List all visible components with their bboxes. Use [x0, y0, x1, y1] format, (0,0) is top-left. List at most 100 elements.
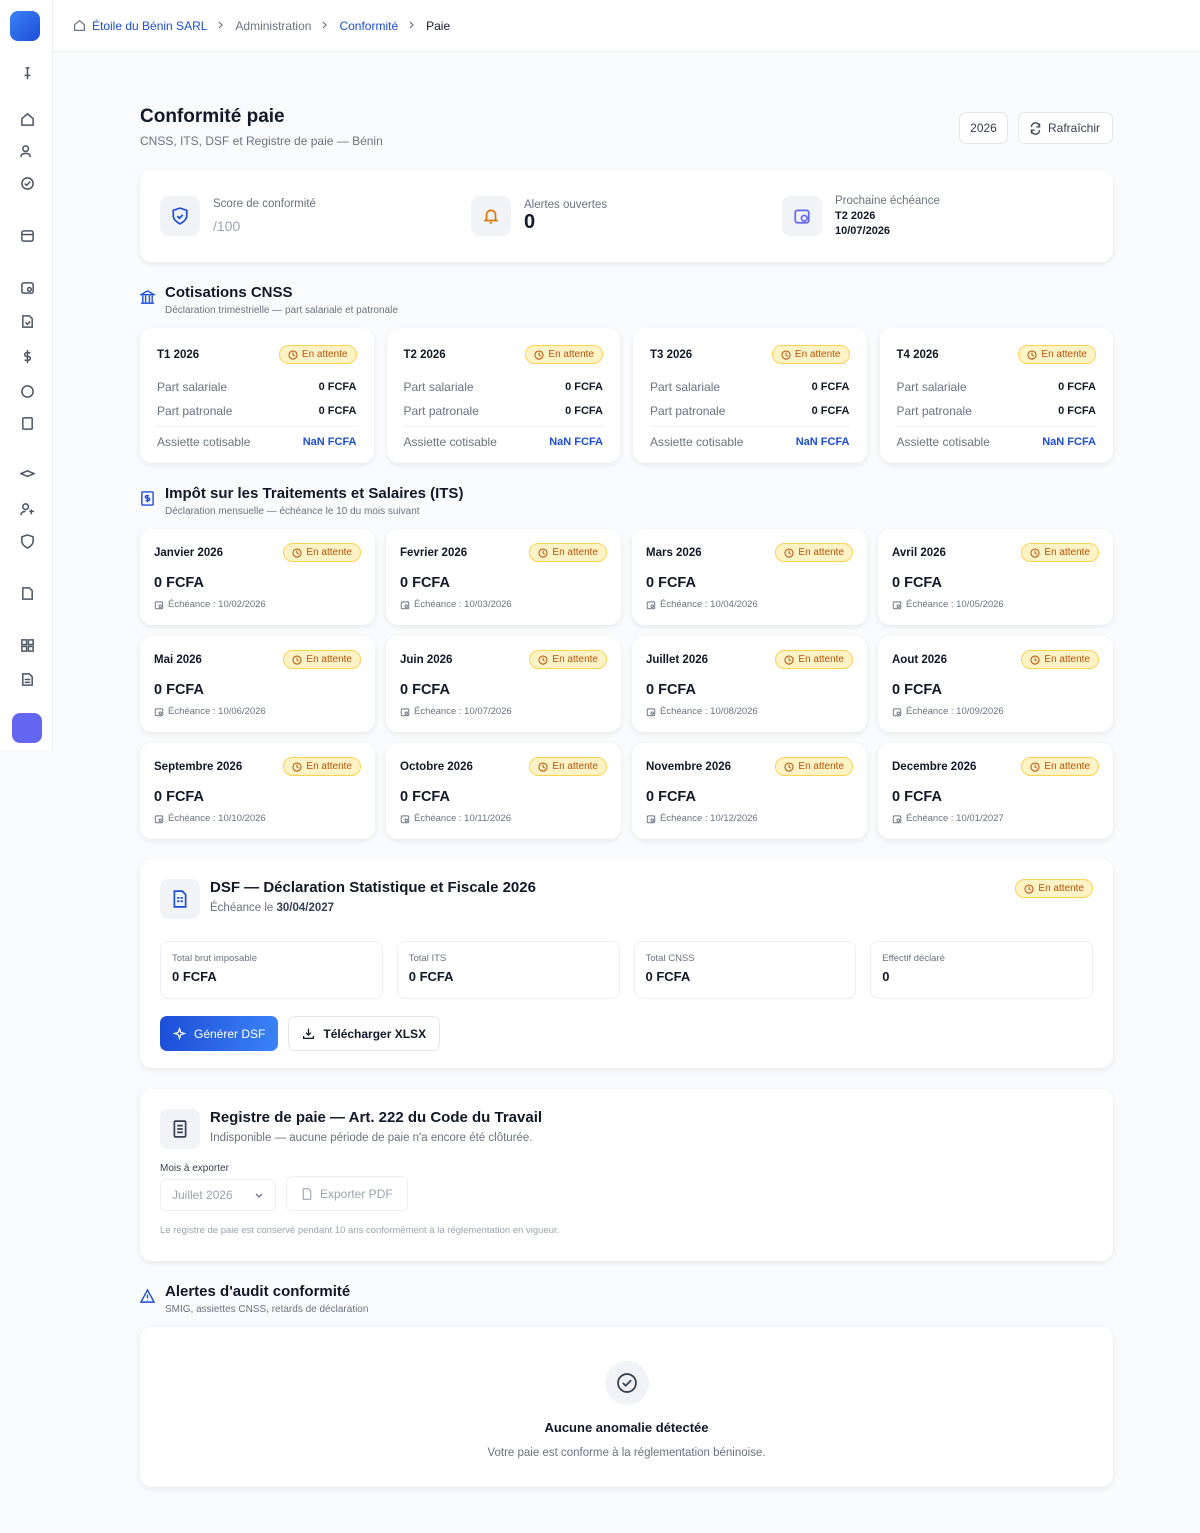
- shield-icon[interactable]: [20, 534, 35, 549]
- registre-note: Le registre de paie est conservé pendant…: [160, 1225, 560, 1236]
- breadcrumb-item[interactable]: Administration: [235, 18, 312, 33]
- stat-label: Effectif déclaré: [882, 953, 945, 964]
- calc-icon[interactable]: [20, 416, 35, 431]
- row-value: NaN FCFA: [549, 436, 603, 448]
- users-icon[interactable]: [20, 144, 35, 159]
- grid-icon[interactable]: [20, 638, 35, 653]
- cnss-row: Assiette cotisable NaN FCFA: [403, 426, 603, 449]
- breadcrumb-item[interactable]: Conformité: [339, 18, 399, 33]
- card-header: Avril 2026 En attente: [892, 543, 1099, 562]
- status-text: En attente: [552, 654, 598, 665]
- schedule-icon[interactable]: [20, 280, 35, 295]
- month: Juin 2026: [400, 653, 453, 666]
- export-pdf-button[interactable]: Exporter PDF: [286, 1176, 408, 1211]
- row-label: Part patronale: [403, 404, 479, 418]
- month-select[interactable]: Juillet 2026: [160, 1179, 276, 1211]
- month: Mars 2026: [646, 546, 702, 559]
- check-icon[interactable]: [20, 176, 35, 191]
- due-text: Échéance : 10/12/2026: [660, 813, 758, 824]
- crumb-separator: [408, 20, 416, 32]
- score-label: Score de conformité: [213, 198, 316, 210]
- status-badge: En attente: [278, 345, 357, 364]
- card-header: Juin 2026 En attente: [400, 650, 607, 669]
- status-text: En attente: [794, 349, 841, 360]
- amount: 0 FCFA: [892, 682, 942, 698]
- report-icon[interactable]: [20, 672, 35, 687]
- status-badge: En attente: [1021, 543, 1099, 562]
- status-text: En attente: [301, 349, 348, 360]
- status-text: En attente: [306, 654, 352, 665]
- status-badge: En attente: [775, 543, 853, 562]
- status-text: En attente: [798, 547, 844, 558]
- breadcrumb-item[interactable]: Étoile du Bénin SARL: [92, 18, 208, 33]
- status-text: En attente: [798, 761, 844, 772]
- status-badge: En attente: [775, 650, 853, 669]
- due-date: Échéance : 10/12/2026: [646, 813, 853, 824]
- row-value: 0 FCFA: [565, 405, 603, 417]
- card-header: Fevrier 2026 En attente: [400, 543, 607, 562]
- stat-value: 0 FCFA: [645, 969, 691, 984]
- due-date: Échéance : 10/06/2026: [154, 706, 361, 717]
- refresh-button[interactable]: Rafraîchir: [1018, 112, 1113, 144]
- alerts-value: 0: [524, 210, 536, 233]
- dollar-icon[interactable]: [20, 349, 35, 364]
- cnss-row: Part salariale 0 FCFA: [897, 380, 1097, 394]
- dsf-stat: Total ITS 0 FCFA: [396, 941, 620, 999]
- status-badge: En attente: [529, 543, 607, 562]
- cnss-row: Part patronale 0 FCFA: [404, 404, 604, 418]
- doc-check-icon[interactable]: [20, 314, 35, 329]
- grad-icon[interactable]: [20, 468, 35, 483]
- due-date: Échéance : 10/04/2026: [646, 599, 853, 610]
- card-header: T2 2026 En attente: [404, 345, 603, 364]
- coin-icon[interactable]: [20, 384, 35, 399]
- generate-dsf-button[interactable]: Générer DSF: [160, 1016, 279, 1051]
- amount: 0 FCFA: [154, 575, 204, 591]
- user-plus-icon[interactable]: [20, 502, 35, 517]
- score: Score de conformité /100: [160, 196, 471, 236]
- file-icon[interactable]: [20, 586, 35, 601]
- page-subtitle: CNSS, ITS, DSF et Registre de paie — Bén…: [140, 134, 383, 148]
- its-card: Avril 2026 En attente 0 FCFA Échéance : 10/…: [878, 529, 1113, 625]
- dsf-stat: Effectif déclaré 0: [870, 941, 1093, 999]
- due-date: Échéance : 10/03/2026: [400, 599, 607, 610]
- cnss-card: T3 2026 En attente Part salariale 0 FCFA Par…: [633, 328, 867, 463]
- month: Aout 2026: [892, 653, 947, 666]
- cnss-row: Part salariale 0 FCFA: [157, 380, 357, 394]
- status-badge: En attente: [529, 650, 607, 669]
- status-text: En attente: [306, 547, 352, 558]
- period: T1 2026: [157, 348, 200, 361]
- status-badge: En attente: [283, 757, 361, 776]
- status-text: En attente: [548, 349, 594, 360]
- period: T4 2026: [896, 348, 939, 361]
- dsf-due-prefix: Échéance le: [210, 902, 274, 914]
- cnss-card: T2 2026 En attente Part salariale 0 FCFA Par…: [386, 328, 620, 463]
- dsf-stat: Total brut imposable 0 FCFA: [160, 941, 383, 999]
- page-title: Conformité paie: [140, 106, 285, 127]
- cnss-header: Cotisations CNSS Déclaration trimestriel…: [140, 284, 1113, 316]
- card-header: Decembre 2026 En attente: [892, 757, 1099, 776]
- month: Decembre 2026: [892, 760, 977, 773]
- ai-button[interactable]: [12, 713, 42, 743]
- next-deadline: Prochaine échéance T2 2026 10/07/2026: [782, 195, 1093, 237]
- home-icon[interactable]: [73, 19, 92, 33]
- card-header: Septembre 2026 En attente: [154, 757, 361, 776]
- status-badge: En attente: [1021, 757, 1099, 776]
- status-text: En attente: [552, 761, 598, 772]
- amount: 0 FCFA: [400, 789, 450, 805]
- pin-icon[interactable]: [20, 66, 35, 81]
- row-label: Part patronale: [896, 404, 972, 418]
- amount: 0 FCFA: [400, 682, 450, 698]
- due-text: Échéance : 10/01/2027: [906, 813, 1004, 824]
- year-select[interactable]: 2026: [959, 112, 1008, 144]
- its-card: Septembre 2026 En attente 0 FCFA Échéance :…: [140, 743, 375, 839]
- dsf-due-date: 30/04/2027: [276, 902, 335, 914]
- dsf-title: DSF — Déclaration Statistique et Fiscale…: [210, 879, 536, 896]
- home-icon[interactable]: [20, 112, 35, 127]
- calendar-icon[interactable]: [20, 228, 35, 243]
- its-subtitle: Déclaration mensuelle — échéance le 10 d…: [165, 506, 420, 517]
- logo[interactable]: [10, 11, 40, 41]
- due-date: Échéance : 10/08/2026: [646, 706, 853, 717]
- download-xlsx-button[interactable]: Télécharger XLSX: [288, 1016, 441, 1051]
- amount: 0 FCFA: [154, 682, 204, 698]
